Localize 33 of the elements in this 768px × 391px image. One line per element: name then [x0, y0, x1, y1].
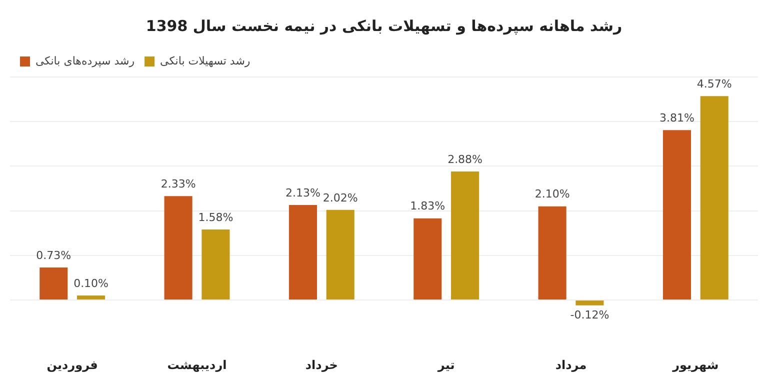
bar: [288, 205, 317, 300]
chart-title: رشد ماهانه سپرده‌ها و تسهیلات بانکی در نیمه نخست سال 1398: [146, 16, 622, 35]
bar: [700, 96, 728, 300]
legend-label: رشد تسهیلات بانکی: [160, 54, 250, 68]
bar: [451, 172, 480, 300]
bar: [538, 206, 566, 300]
data-label: -0.12%: [570, 308, 610, 322]
data-label: 2.33%: [160, 177, 196, 190]
x-tick-label: فروردین: [46, 358, 98, 372]
bar: [164, 196, 192, 300]
x-tick-label: تیر: [436, 358, 455, 372]
bar: [40, 267, 68, 300]
data-label: 2.13%: [285, 186, 320, 200]
bar: [77, 296, 106, 300]
data-label: 0.10%: [74, 276, 109, 290]
legend-label: رشد سپرده‌های بانکی: [36, 54, 135, 68]
x-tick-label: مرداد: [555, 358, 587, 372]
data-label: 4.57%: [696, 78, 732, 91]
data-label: 2.02%: [322, 191, 358, 204]
data-label: 1.58%: [198, 210, 234, 224]
bar: [202, 230, 230, 300]
data-label: 3.81%: [659, 111, 694, 124]
bar: [576, 300, 604, 306]
bar: [414, 218, 442, 300]
x-tick-label: خرداد: [305, 358, 338, 372]
data-label: 2.10%: [534, 188, 570, 201]
data-label: 2.88%: [448, 152, 483, 166]
data-label: 1.83%: [410, 200, 446, 213]
bar: [662, 130, 691, 300]
bar: [326, 210, 354, 300]
x-tick-label: اردیبهشت: [167, 358, 227, 372]
x-tick-label: شهریور: [672, 358, 719, 372]
data-label: 0.73%: [36, 248, 72, 262]
